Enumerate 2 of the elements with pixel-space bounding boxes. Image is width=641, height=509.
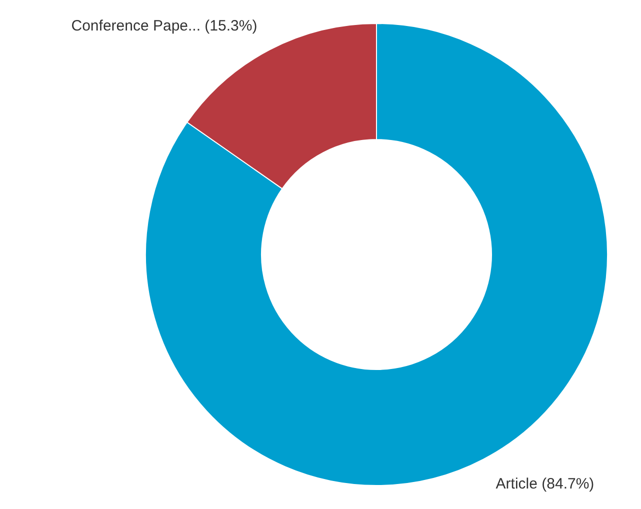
slice-label: Conference Pape... (15.3%) bbox=[71, 18, 258, 35]
slice-label: Article (84.7%) bbox=[496, 475, 594, 492]
